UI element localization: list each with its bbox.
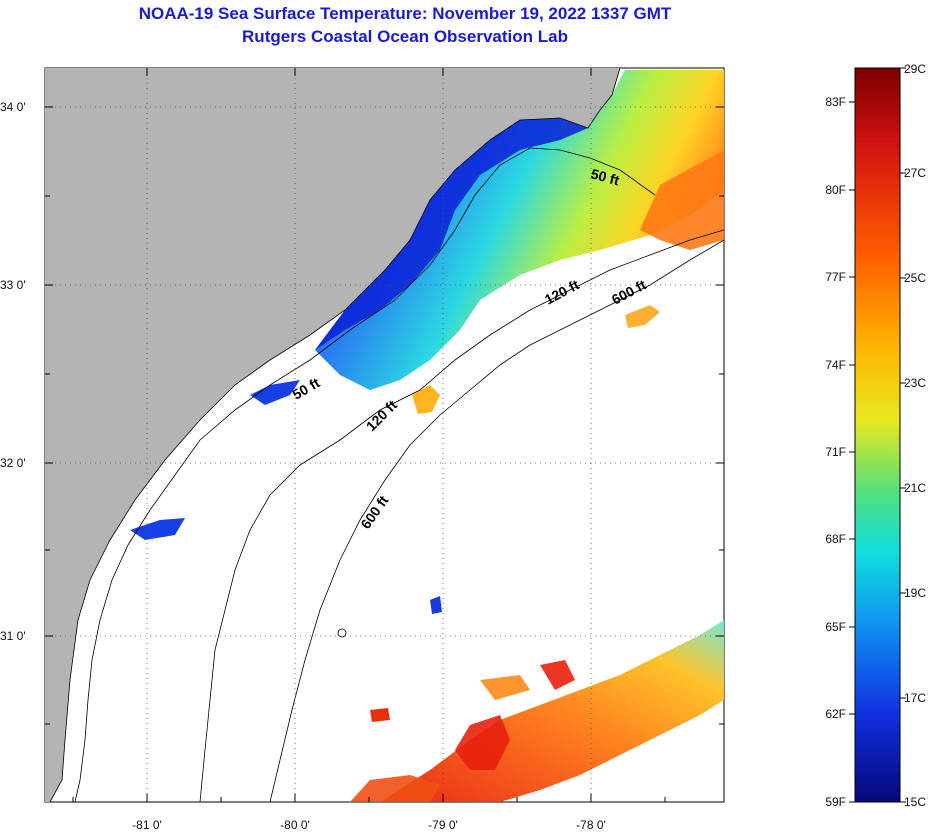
contour-600ft	[269, 239, 724, 802]
seamount-ring	[337, 628, 347, 638]
colorbar	[854, 67, 901, 803]
colorbar-c-27: 27C	[904, 166, 926, 180]
contour-50ft	[74, 147, 656, 802]
colorbar-c-29: 29C	[904, 62, 926, 76]
colorbar-f-74: 74F	[825, 358, 846, 372]
lat-label-34: 34 0'	[0, 100, 26, 114]
contour-120ft	[199, 229, 724, 802]
colorbar-c-19: 19C	[904, 586, 926, 600]
contour-label-50ft-north: 50 ft	[589, 165, 621, 188]
colorbar-c-17: 17C	[904, 691, 926, 705]
colorbar-f-71: 71F	[825, 445, 846, 459]
sst-bottom-patch	[350, 775, 440, 802]
colorbar-c-23: 23C	[904, 376, 926, 390]
colorbar-f-83: 83F	[825, 95, 846, 109]
lat-label-32: 32 0'	[0, 456, 26, 470]
sst-red-patch	[455, 715, 510, 770]
lon-label-79: -79 0'	[428, 818, 458, 832]
lat-label-33: 33 0'	[0, 278, 26, 292]
sst-warm-patch-2	[412, 385, 440, 414]
grid-lines	[45, 68, 724, 802]
colorbar-ticks	[849, 67, 906, 803]
sst-nearshore	[315, 70, 724, 390]
map-title: NOAA-19 Sea Surface Temperature: Novembe…	[138, 4, 672, 23]
sst-patch-blue-2	[250, 380, 300, 405]
lon-label-80: -80 0'	[280, 818, 310, 832]
sst-red-patch-3	[370, 708, 390, 722]
colorbar-c-21: 21C	[904, 481, 926, 495]
sst-orange-patch	[480, 675, 530, 700]
sst-patch-blue	[130, 518, 185, 540]
axis-ticks	[45, 68, 724, 802]
colorbar-c-15: 15C	[904, 795, 926, 809]
colorbar-f-80: 80F	[825, 183, 846, 197]
colorbar-f-62: 62F	[825, 707, 846, 721]
land-area	[45, 68, 620, 802]
sst-cold-strip	[315, 118, 588, 350]
sst-patch-blue-3	[430, 596, 442, 614]
lon-label-78: -78 0'	[576, 818, 606, 832]
land-cape	[600, 68, 620, 112]
colorbar-f-65: 65F	[825, 620, 846, 634]
sst-warm-patch	[625, 305, 660, 328]
coastline	[49, 68, 621, 802]
map-subtitle: Rutgers Coastal Ocean Observation Lab	[242, 27, 568, 46]
colorbar-f-68: 68F	[825, 532, 846, 546]
sst-red-patch-2	[540, 660, 575, 690]
colorbar-f-77: 77F	[825, 270, 846, 284]
lon-label-81: -81 0'	[132, 818, 162, 832]
sst-gulfstream-north	[640, 150, 724, 250]
lat-label-31: 31 0'	[0, 629, 26, 643]
colorbar-f-59: 59F	[825, 795, 846, 809]
colorbar-c-25: 25C	[904, 271, 926, 285]
